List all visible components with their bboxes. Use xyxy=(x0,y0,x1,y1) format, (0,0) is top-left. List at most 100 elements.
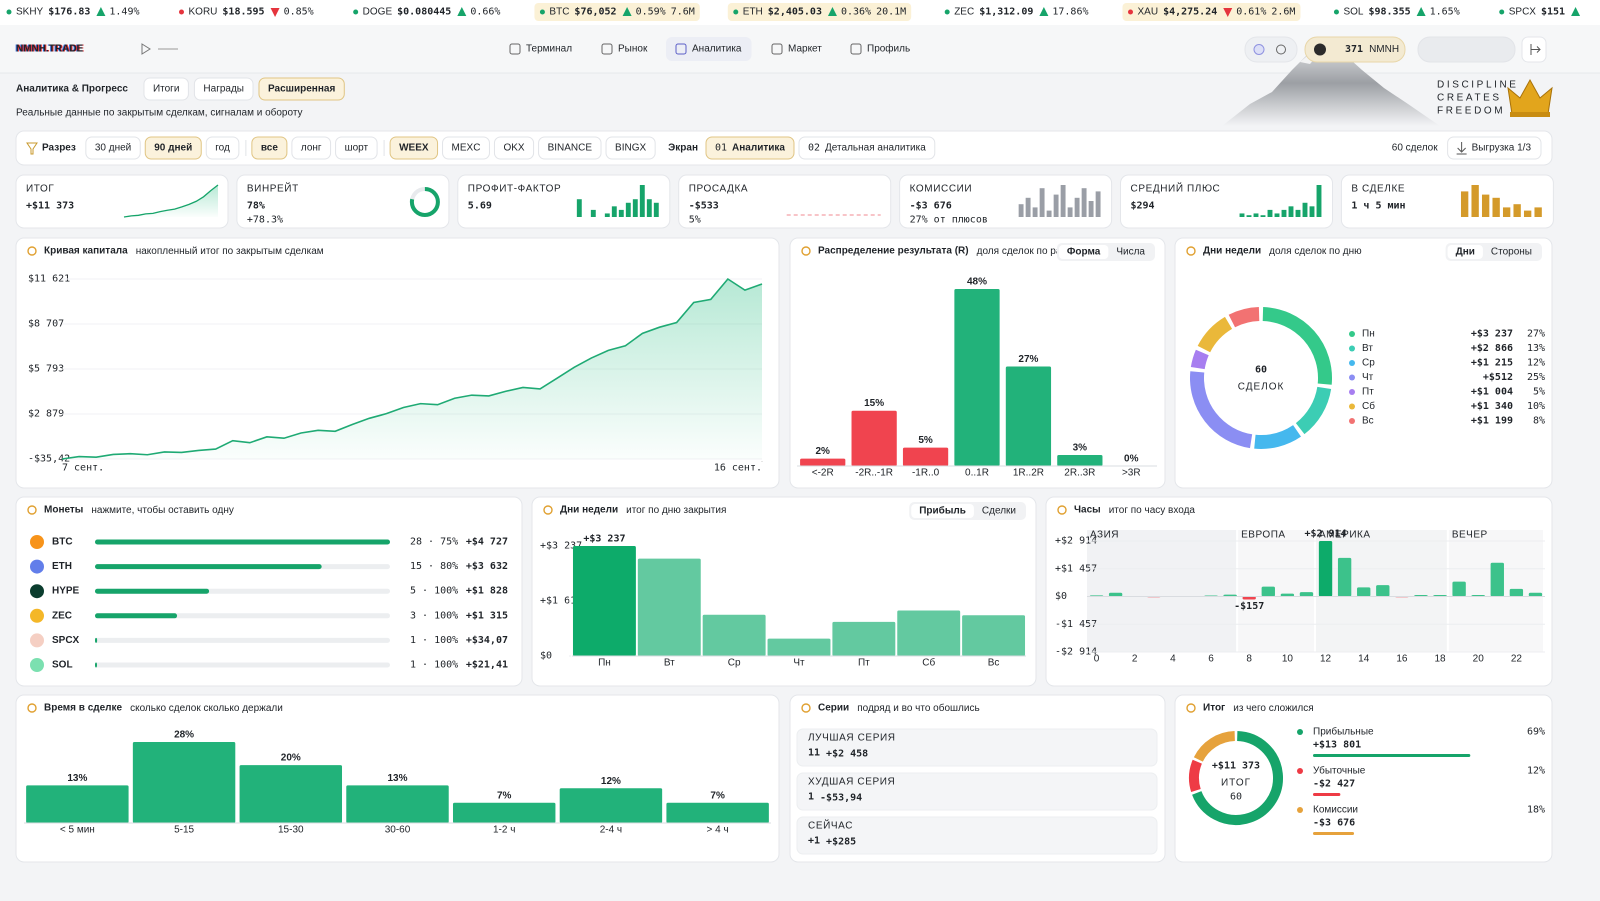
nav-label[interactable]: Профиль xyxy=(867,43,910,55)
exchange-button[interactable]: OKX xyxy=(493,136,535,160)
coin-row[interactable]: BTC 28 · 75% +$4 727 xyxy=(30,535,508,549)
coin-name[interactable]: ZEC xyxy=(52,610,72,621)
ticker-item[interactable]: ZEC $1,312.09 17.86% xyxy=(944,7,1089,18)
button-prefix[interactable]: 01 xyxy=(715,143,727,154)
header-tab[interactable]: Итоги xyxy=(143,77,189,101)
coin-name[interactable]: HYPE xyxy=(52,586,80,597)
nav-label[interactable]: Маркет xyxy=(788,44,822,55)
button-label[interactable]: Детальная аналитика xyxy=(825,143,926,154)
nav-item[interactable]: Терминал xyxy=(509,43,572,55)
side-button[interactable]: лонг xyxy=(291,136,332,160)
coin-row[interactable]: ZEC 3 · 100% +$1 315 xyxy=(30,608,508,623)
ticker-item[interactable]: DOGE $0.080445 0.66% xyxy=(353,7,500,18)
button-label[interactable]: MEXC xyxy=(452,143,481,154)
tab-bg[interactable] xyxy=(1058,245,1109,259)
button-bg[interactable] xyxy=(798,136,936,160)
button-bg[interactable] xyxy=(205,136,240,160)
button-label[interactable]: 30 дней xyxy=(95,143,131,154)
coin-name[interactable]: SPCX xyxy=(52,635,80,646)
coin-row[interactable]: HYPE 5 · 100% +$1 828 xyxy=(30,584,508,599)
nav-item[interactable]: Аналитика xyxy=(666,37,752,61)
ticker-item[interactable]: XAU $4,275.24 0.61% 2.6M xyxy=(1122,3,1301,21)
profile-pill[interactable] xyxy=(1417,36,1516,63)
tab-label[interactable]: Форма xyxy=(1067,247,1101,258)
exchange-button[interactable]: BINANCE xyxy=(538,136,602,160)
button-bg[interactable] xyxy=(85,136,141,160)
header-tab[interactable]: Расширенная xyxy=(258,77,345,101)
coin-row[interactable]: ETH 15 · 80% +$3 632 xyxy=(30,559,508,574)
button-label[interactable]: OKX xyxy=(503,143,524,154)
nav-item[interactable]: Рынок xyxy=(601,43,648,55)
ticker-item[interactable]: SPCX $151 xyxy=(1499,7,1581,18)
tab-label[interactable]: Числа xyxy=(1116,247,1145,258)
ticker-symbol: SKHY xyxy=(16,7,44,18)
exchange-button[interactable]: MEXC xyxy=(442,136,490,160)
period-button[interactable]: год xyxy=(205,136,240,160)
tab-label[interactable]: Стороны xyxy=(1491,247,1532,258)
nav-label[interactable]: Рынок xyxy=(618,44,648,55)
button-label[interactable]: Расширенная xyxy=(268,84,335,95)
button-bg[interactable] xyxy=(605,136,656,160)
theme-toggle[interactable] xyxy=(1244,36,1298,63)
button-bg[interactable] xyxy=(389,136,439,160)
button-prefix[interactable]: 02 xyxy=(808,143,820,154)
button-bg[interactable] xyxy=(538,136,602,160)
button-label[interactable]: WEEX xyxy=(399,143,429,154)
screen-button[interactable]: 01 Аналитика xyxy=(705,136,795,160)
button-bg[interactable] xyxy=(258,77,345,101)
tab-label[interactable]: Сделки xyxy=(982,506,1016,517)
nav-item[interactable]: Маркет xyxy=(771,43,822,55)
tab-label[interactable]: Дни xyxy=(1456,247,1475,258)
kpi-label: СРЕДНИЙ ПЛЮС xyxy=(1131,182,1221,195)
header-tab[interactable]: Награды xyxy=(193,77,254,101)
side-button[interactable]: все xyxy=(251,136,288,160)
button-bg[interactable] xyxy=(291,136,332,160)
tab-label[interactable]: Прибыль xyxy=(919,505,966,517)
ticker-item[interactable]: SKHY $176.83 1.49% xyxy=(6,7,140,18)
button-label[interactable]: лонг xyxy=(301,143,322,154)
coin-name[interactable]: BTC xyxy=(52,537,73,548)
button-bg[interactable] xyxy=(705,136,795,160)
button-label[interactable]: год xyxy=(215,143,230,154)
button-label[interactable]: BINANCE xyxy=(548,143,593,154)
coin-pill[interactable] xyxy=(1304,36,1406,63)
exchange-button[interactable]: WEEX xyxy=(389,136,439,160)
button-label[interactable]: все xyxy=(261,143,278,154)
button-label[interactable]: 90 дней xyxy=(154,143,192,154)
coin-row[interactable]: SOL 1 · 100% +$21,41 xyxy=(30,658,508,672)
button-bg[interactable] xyxy=(144,136,202,160)
side-button[interactable]: шорт xyxy=(335,136,378,160)
ticker-item[interactable]: SOL $98.355 1.65% xyxy=(1333,7,1460,18)
coin-name[interactable]: SOL xyxy=(52,660,73,671)
button-label[interactable]: Выгрузка 1/3 xyxy=(1472,143,1532,154)
exchange-button[interactable]: BINGX xyxy=(605,136,656,160)
period-button[interactable]: 30 дней xyxy=(85,136,141,160)
button-bg[interactable] xyxy=(1447,136,1542,160)
export-button[interactable]: Выгрузка 1/3 xyxy=(1447,136,1542,160)
ticker-item[interactable]: KORU $18.595 0.85% xyxy=(179,7,314,18)
coin-icon xyxy=(30,608,44,623)
button-label[interactable]: Аналитика xyxy=(732,143,785,154)
button-bg[interactable] xyxy=(493,136,535,160)
period-button[interactable]: 90 дней xyxy=(144,136,202,160)
button-label[interactable]: Награды xyxy=(203,84,244,95)
logo[interactable]: NMNH.TRADE xyxy=(16,44,84,55)
ticker-item[interactable]: ETH $2,405.03 0.36% 20.1M xyxy=(727,3,912,21)
button-bg[interactable] xyxy=(143,77,189,101)
button-bg[interactable] xyxy=(442,136,490,160)
nav-label[interactable]: Аналитика xyxy=(692,44,742,55)
nav-item[interactable]: Профиль xyxy=(850,43,910,55)
ticker-item[interactable]: BTC $76,052 0.59% 7.6M xyxy=(534,3,700,21)
coin-row[interactable]: SPCX 1 · 100% +$34,07 xyxy=(30,633,508,648)
button-label[interactable]: Итоги xyxy=(153,84,179,95)
button-label[interactable]: шорт xyxy=(345,143,369,154)
button-bg[interactable] xyxy=(251,136,288,160)
nav-label[interactable]: Терминал xyxy=(526,44,572,55)
tab-bg[interactable] xyxy=(1447,245,1483,259)
button-bg[interactable] xyxy=(335,136,378,160)
coin-name[interactable]: ETH xyxy=(52,561,72,572)
screen-button[interactable]: 02 Детальная аналитика xyxy=(798,136,936,160)
button-label[interactable]: BINGX xyxy=(615,143,646,154)
button-bg[interactable] xyxy=(193,77,254,101)
tab-bg[interactable] xyxy=(911,504,974,518)
